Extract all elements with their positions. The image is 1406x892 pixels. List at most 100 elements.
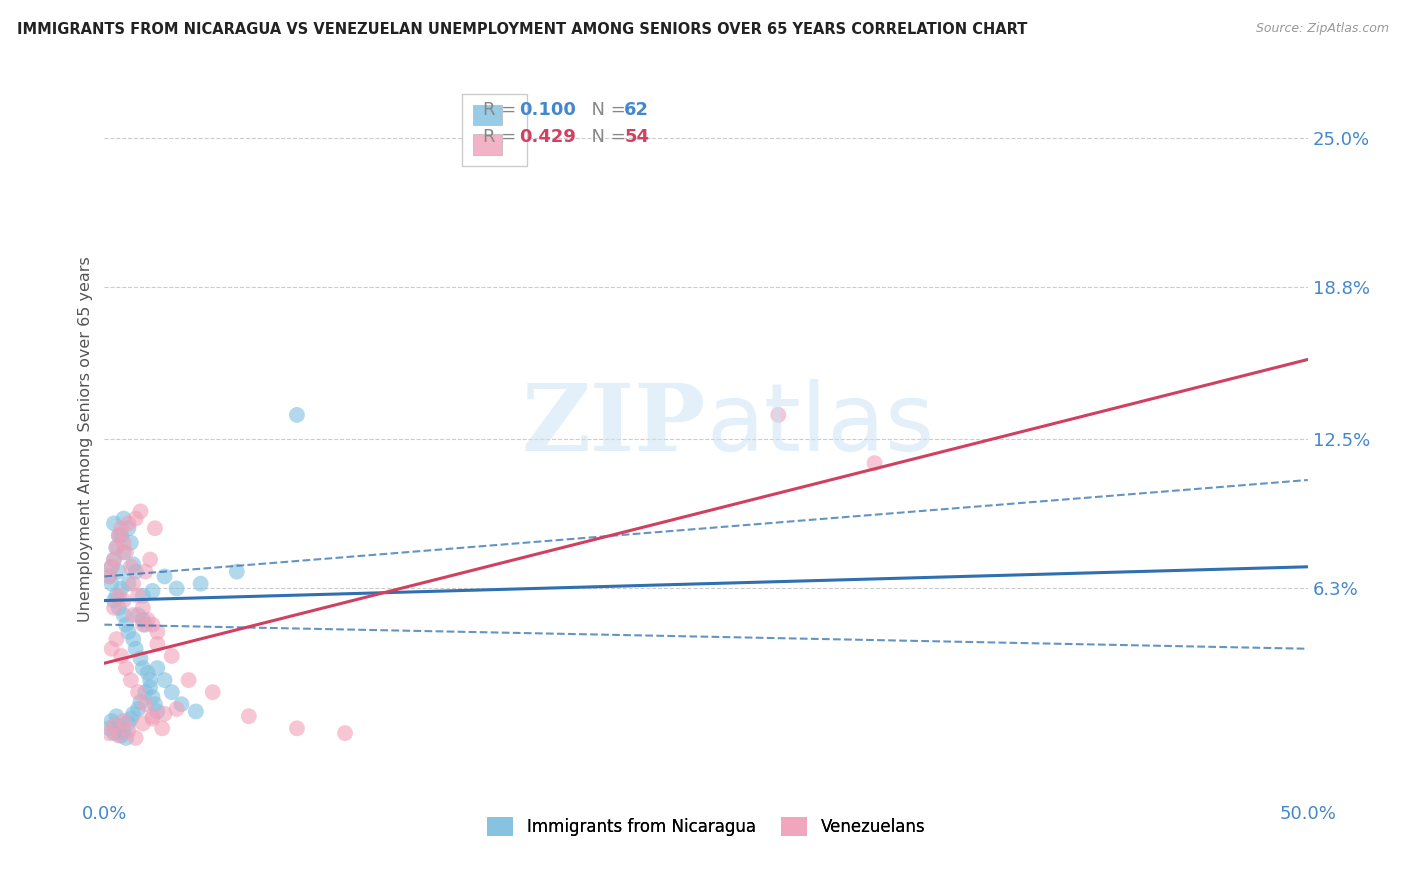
Point xyxy=(117,624,139,639)
Point xyxy=(108,719,131,733)
Point xyxy=(143,697,166,711)
Point xyxy=(124,641,146,656)
Text: R =: R = xyxy=(484,101,523,119)
Text: N =: N = xyxy=(579,101,631,119)
Point xyxy=(115,661,138,675)
Point xyxy=(170,697,193,711)
Point xyxy=(117,723,139,738)
Point xyxy=(134,685,156,699)
Point xyxy=(98,721,121,735)
Point xyxy=(108,528,131,542)
Text: N =: N = xyxy=(579,128,631,145)
Point xyxy=(122,706,145,721)
Point xyxy=(160,685,183,699)
Point xyxy=(105,541,128,555)
Point xyxy=(122,576,145,591)
Point xyxy=(153,673,176,687)
Point xyxy=(105,589,128,603)
Point xyxy=(103,552,125,566)
Point xyxy=(134,617,156,632)
Point xyxy=(139,681,162,695)
Point xyxy=(166,702,188,716)
Point xyxy=(108,589,131,603)
Point xyxy=(117,516,139,531)
Point xyxy=(103,593,125,607)
Point xyxy=(105,541,128,555)
Point xyxy=(134,697,156,711)
Point xyxy=(110,648,132,663)
Legend: Immigrants from Nicaragua, Venezuelans: Immigrants from Nicaragua, Venezuelans xyxy=(479,810,932,843)
Point xyxy=(139,552,162,566)
Point xyxy=(146,624,169,639)
Point xyxy=(201,685,224,699)
Point xyxy=(122,607,145,622)
Point xyxy=(141,709,163,723)
Point xyxy=(124,511,146,525)
Point xyxy=(153,569,176,583)
Point xyxy=(115,617,138,632)
Point xyxy=(122,558,145,572)
Point xyxy=(112,535,135,549)
Point xyxy=(225,565,247,579)
Point xyxy=(117,576,139,591)
Point xyxy=(863,456,886,470)
Text: IMMIGRANTS FROM NICARAGUA VS VENEZUELAN UNEMPLOYMENT AMONG SENIORS OVER 65 YEARS: IMMIGRANTS FROM NICARAGUA VS VENEZUELAN … xyxy=(17,22,1028,37)
Point xyxy=(108,528,131,542)
Point xyxy=(110,521,132,535)
Text: R =: R = xyxy=(484,128,523,145)
Point xyxy=(98,569,121,583)
Point xyxy=(127,685,149,699)
Point xyxy=(132,617,155,632)
Point xyxy=(100,576,122,591)
Text: 0.100: 0.100 xyxy=(520,101,576,119)
Point xyxy=(100,559,122,574)
Point xyxy=(333,726,356,740)
Point xyxy=(124,731,146,745)
Point xyxy=(190,576,212,591)
Point xyxy=(112,607,135,622)
Point xyxy=(105,709,128,723)
Point xyxy=(139,673,162,687)
Point xyxy=(115,731,138,745)
Point xyxy=(112,593,135,607)
Point xyxy=(127,607,149,622)
Point xyxy=(120,712,142,726)
Point xyxy=(136,613,159,627)
Point xyxy=(103,552,125,566)
Point xyxy=(98,569,121,583)
Point xyxy=(100,641,122,656)
Point xyxy=(184,705,207,719)
Point xyxy=(112,545,135,559)
Point xyxy=(110,528,132,542)
Point xyxy=(132,589,155,603)
Point xyxy=(112,511,135,525)
Point xyxy=(127,589,149,603)
Point xyxy=(160,648,183,663)
Text: ZIP: ZIP xyxy=(522,380,706,469)
Text: 54: 54 xyxy=(624,128,650,145)
Point xyxy=(132,613,155,627)
Point xyxy=(120,673,142,687)
Point xyxy=(153,706,176,721)
Text: 0.429: 0.429 xyxy=(520,128,576,145)
Text: Source: ZipAtlas.com: Source: ZipAtlas.com xyxy=(1256,22,1389,36)
Point xyxy=(143,521,166,535)
Point xyxy=(136,665,159,680)
Point xyxy=(112,714,135,728)
Point xyxy=(100,559,122,574)
Point xyxy=(132,661,155,675)
Point xyxy=(110,729,132,743)
Y-axis label: Unemployment Among Seniors over 65 years: Unemployment Among Seniors over 65 years xyxy=(79,256,93,622)
Text: 62: 62 xyxy=(624,101,650,119)
Point xyxy=(105,632,128,646)
Point xyxy=(177,673,200,687)
Point xyxy=(166,582,188,596)
Point xyxy=(127,702,149,716)
Point xyxy=(238,709,260,723)
Point xyxy=(103,719,125,733)
Text: atlas: atlas xyxy=(706,378,935,471)
Point xyxy=(103,726,125,740)
Point xyxy=(103,600,125,615)
Point xyxy=(120,559,142,574)
Point xyxy=(103,516,125,531)
